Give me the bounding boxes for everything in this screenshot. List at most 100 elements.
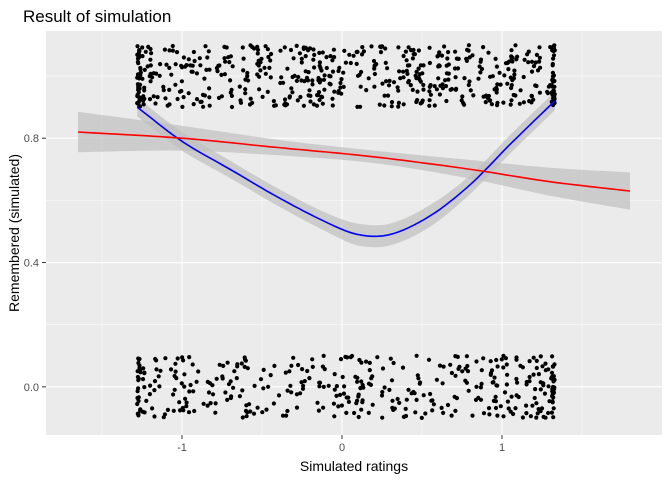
data-point [266,384,271,389]
data-point [359,52,365,57]
data-point [427,98,432,103]
data-point [184,404,189,409]
data-point [501,100,506,105]
data-point [551,53,557,58]
data-point [266,54,271,60]
data-point [135,389,140,394]
data-point [238,98,243,103]
data-point [536,372,542,377]
data-point [546,410,551,416]
data-point [533,60,538,65]
data-point [157,73,162,78]
data-point [489,368,495,373]
data-point [210,392,216,397]
data-point [137,76,142,81]
data-point [432,84,437,89]
data-point [484,93,489,98]
data-point [322,73,327,78]
data-point [420,98,425,103]
data-point [535,68,541,73]
data-point [186,410,192,415]
data-point [241,56,246,61]
data-point [138,65,143,71]
data-point [150,406,155,411]
data-point [488,359,493,364]
data-point [471,93,476,98]
data-point [385,93,391,98]
data-point [294,405,300,410]
data-point [305,368,310,374]
data-point [468,88,473,93]
data-point [221,363,226,368]
data-point [427,84,432,89]
data-point [493,56,498,62]
data-point [346,399,351,404]
data-point [338,392,343,397]
data-point [427,103,432,108]
data-point [401,69,406,74]
data-point [408,83,413,88]
data-point [524,382,529,387]
data-point [152,388,157,393]
data-point [539,406,545,411]
data-point [348,60,353,66]
data-point [349,353,355,359]
data-point [367,360,372,365]
data-point [205,55,210,60]
data-point [352,410,357,416]
data-point [502,390,508,395]
smooth-line-1 [136,100,556,238]
data-point [202,76,207,81]
data-point [552,48,557,53]
data-point [136,398,141,404]
data-point [369,44,374,49]
data-point [144,398,149,403]
data-point [285,66,290,71]
data-point [197,56,202,61]
data-point [303,54,308,59]
data-point [336,68,341,74]
data-point [428,391,433,397]
data-point [317,63,322,68]
data-point [244,414,249,419]
data-point [319,94,324,99]
data-point [391,407,396,412]
data-point [322,87,327,92]
data-point [317,380,322,385]
data-point [136,376,141,381]
data-point [505,399,510,404]
data-point [180,405,185,411]
data-point [259,56,264,61]
data-point [294,43,299,49]
data-point [324,65,329,71]
data-point [453,408,458,413]
data-point [361,49,366,54]
x-tick-label: -1 [177,442,187,454]
data-point [227,60,232,65]
data-point [521,74,526,80]
data-point [464,354,469,359]
data-point [434,377,439,382]
data-point [505,372,510,377]
data-point [161,88,166,93]
data-point [321,384,326,389]
data-point [167,65,172,70]
data-point [321,405,326,410]
data-point [243,408,249,413]
data-point [228,395,233,401]
data-point [356,392,361,397]
data-point [173,62,178,67]
data-point [513,43,518,48]
data-point [380,415,385,420]
data-point [148,79,153,84]
x-tick-label: 1 [499,442,505,454]
data-point [366,410,371,415]
data-point [242,355,247,360]
data-point [412,391,417,396]
data-point [534,358,539,363]
data-point [421,63,426,68]
data-point [526,60,531,65]
data-point [291,56,296,61]
data-point [407,63,412,68]
